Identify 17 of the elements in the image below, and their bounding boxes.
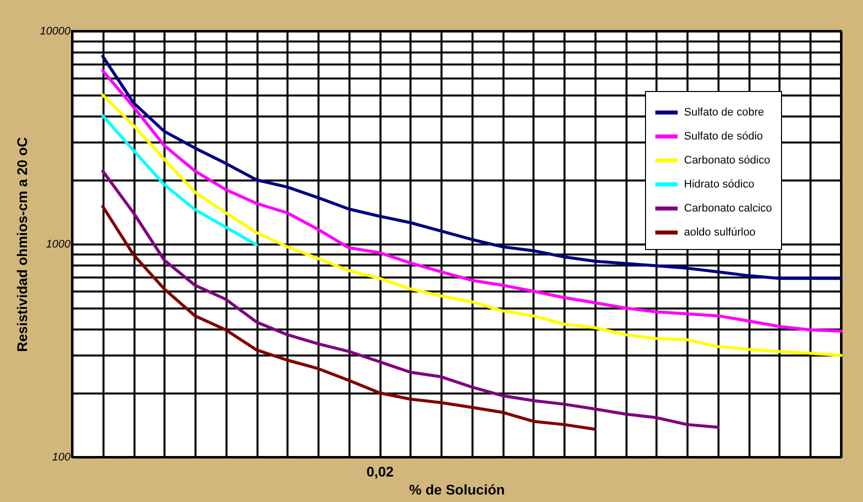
legend-label: Carbonato sódico — [684, 154, 770, 166]
line-series — [101, 69, 842, 333]
legend-label: Carbonato calcico — [684, 202, 772, 214]
x-tick-label: 0,02 — [366, 464, 394, 480]
line-series — [101, 114, 258, 246]
y-axis-title: Resistividad ohmios-cm a 20 oC — [14, 137, 30, 352]
legend-label: Sulfato de sódio — [684, 130, 763, 142]
line-series — [101, 204, 596, 431]
y-tick-label: 10000 — [40, 26, 72, 38]
legend-label: Hidrato sódico — [684, 178, 754, 190]
y-tick-label: 100 — [52, 452, 72, 464]
legend-label: aoldo sulfúrloo — [684, 226, 756, 238]
legend-label: Sulfato de cobre — [684, 106, 764, 118]
y-tick-label: 1000 — [46, 238, 72, 250]
line-series — [101, 94, 842, 357]
x-axis-title: % de Solución — [409, 482, 505, 498]
line-series — [101, 54, 842, 280]
